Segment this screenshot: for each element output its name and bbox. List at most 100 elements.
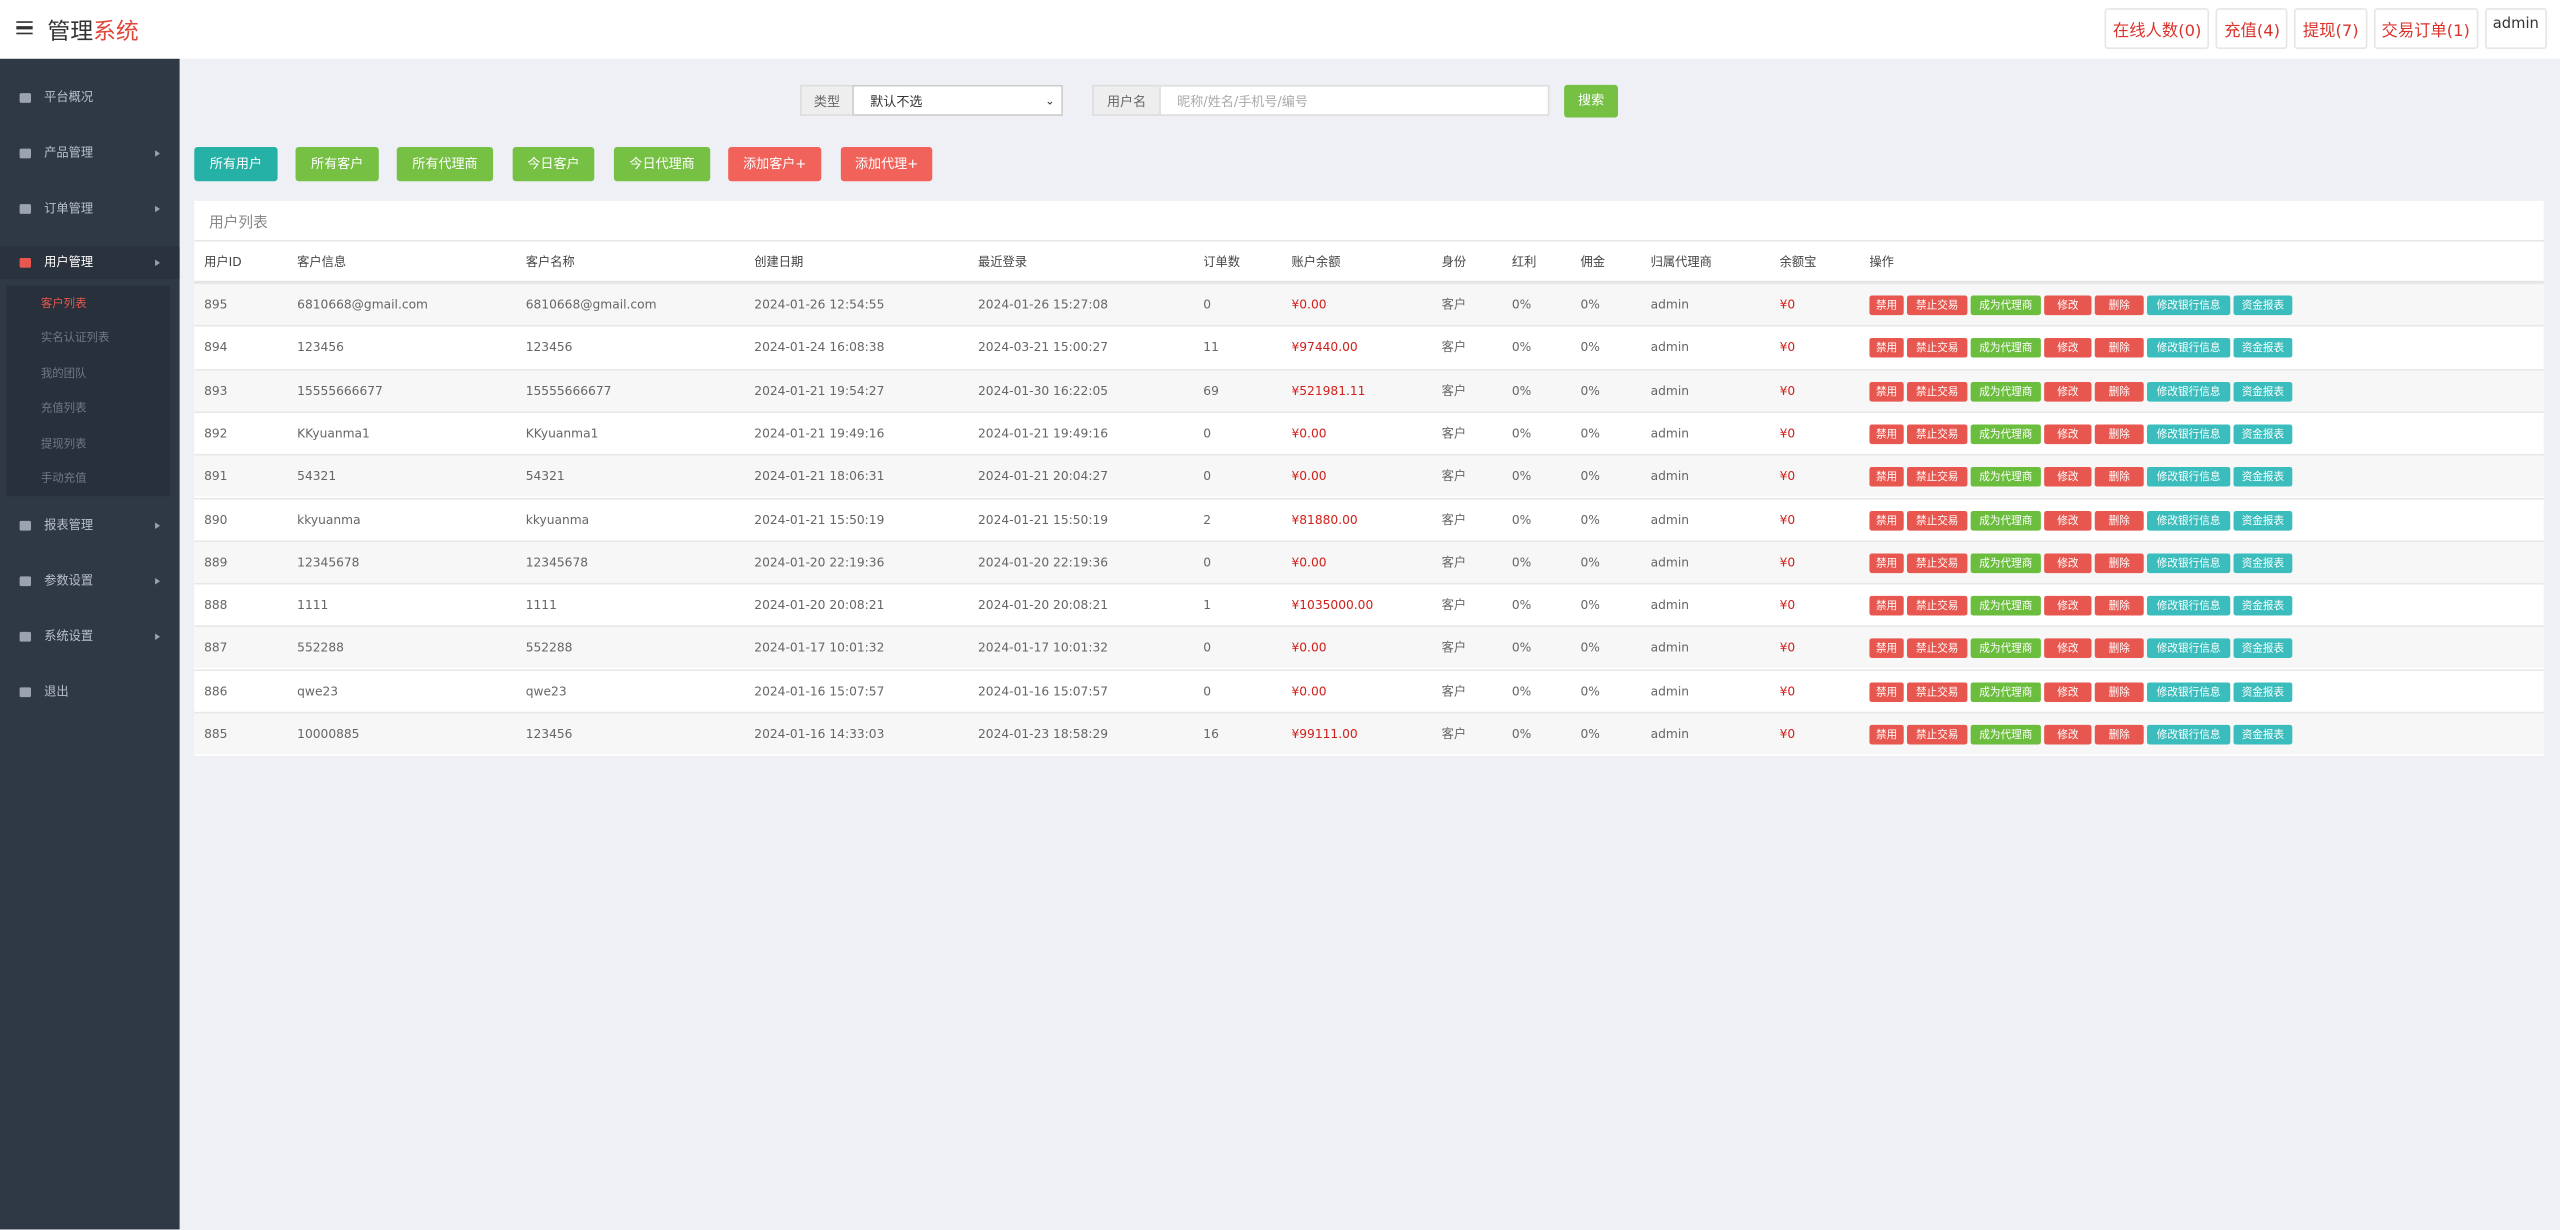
action-button[interactable]: 删除 [2094,381,2144,401]
action-button[interactable]: 资金报表 [2233,681,2293,702]
action-button[interactable]: 成为代理商 [1970,639,2041,659]
menu-item[interactable]: 产品管理 [0,137,180,170]
menu-item[interactable]: 系统设置 [0,620,180,653]
filter-button[interactable]: 添加代理+ [840,146,933,182]
action-button[interactable]: 成为代理商 [1970,596,2041,616]
action-button[interactable]: 成为代理商 [1970,381,2041,401]
action-button[interactable]: 修改银行信息 [2147,295,2231,316]
action-button[interactable]: 修改 [2044,381,2092,401]
action-button[interactable]: 资金报表 [2233,424,2293,444]
search-button[interactable]: 搜索 [1564,84,1619,118]
action-button[interactable]: 禁用 [1869,553,1904,573]
action-button[interactable]: 禁止交易 [1906,338,1968,359]
action-button[interactable]: 成为代理商 [1970,338,2041,359]
action-button[interactable]: 修改 [2044,424,2092,444]
action-button[interactable]: 成为代理商 [1970,724,2041,745]
submenu-item[interactable]: 提现列表 [40,436,87,450]
top-link[interactable]: 在线人数(0) [2104,8,2210,49]
top-link[interactable]: 提现(7) [2294,8,2367,49]
action-button[interactable]: 删除 [2094,510,2144,530]
filter-button[interactable]: 添加客户+ [728,146,822,182]
action-button[interactable]: 禁止交易 [1906,510,1968,530]
action-button[interactable]: 成为代理商 [1970,467,2041,487]
menu-item[interactable]: 参数设置 [0,565,180,598]
action-button[interactable]: 修改银行信息 [2147,553,2231,573]
action-button[interactable]: 禁止交易 [1906,295,1968,316]
action-button[interactable]: 禁用 [1869,424,1904,444]
action-button[interactable]: 资金报表 [2233,596,2293,616]
action-button[interactable]: 禁用 [1869,467,1904,487]
action-button[interactable]: 禁用 [1869,381,1904,401]
action-button[interactable]: 删除 [2094,467,2144,487]
menu-item[interactable]: 用户管理 [0,246,180,280]
action-button[interactable]: 修改银行信息 [2147,596,2231,616]
submenu-item[interactable]: 客户列表 [40,297,87,311]
action-button[interactable]: 禁止交易 [1906,639,1968,659]
action-button[interactable]: 成为代理商 [1970,510,2041,530]
action-button[interactable]: 修改银行信息 [2147,681,2231,702]
action-button[interactable]: 修改 [2044,596,2092,616]
filter-button[interactable]: 所有客户 [295,146,379,182]
action-button[interactable]: 删除 [2094,681,2144,702]
action-button[interactable]: 禁止交易 [1906,381,1968,401]
action-button[interactable]: 禁止交易 [1906,681,1968,702]
action-button[interactable]: 修改银行信息 [2147,424,2231,444]
action-button[interactable]: 资金报表 [2233,295,2293,316]
top-link[interactable]: admin [2484,8,2548,49]
menu-item[interactable]: 平台概况 [0,82,180,115]
action-button[interactable]: 修改银行信息 [2147,467,2231,487]
menu-item[interactable]: 订单管理 [0,193,180,226]
action-button[interactable]: 修改银行信息 [2147,381,2231,401]
filter-button[interactable]: 所有代理商 [396,146,494,182]
action-button[interactable]: 禁用 [1869,724,1904,745]
top-link[interactable]: 充值(4) [2216,8,2289,49]
action-button[interactable]: 删除 [2094,295,2144,316]
action-button[interactable]: 禁止交易 [1906,596,1968,616]
action-button[interactable]: 修改银行信息 [2147,510,2231,530]
action-button[interactable]: 修改 [2044,338,2092,359]
action-button[interactable]: 删除 [2094,596,2144,616]
action-button[interactable]: 禁止交易 [1906,724,1968,745]
action-button[interactable]: 资金报表 [2233,510,2293,530]
menu-item[interactable]: 退出 [0,676,180,709]
action-button[interactable]: 成为代理商 [1970,553,2041,573]
action-button[interactable]: 修改银行信息 [2147,639,2231,659]
filter-button[interactable]: 所有用户 [194,146,278,182]
action-button[interactable]: 资金报表 [2233,467,2293,487]
action-button[interactable]: 资金报表 [2233,553,2293,573]
menu-toggle[interactable] [16,21,33,35]
action-button[interactable]: 删除 [2094,338,2144,359]
action-button[interactable]: 禁用 [1869,596,1904,616]
action-button[interactable]: 修改银行信息 [2147,338,2231,359]
action-button[interactable]: 删除 [2094,724,2144,745]
action-button[interactable]: 修改 [2044,639,2092,659]
menu-item[interactable]: 报表管理 [0,509,180,542]
user-input[interactable]: 昵称/姓名/手机号/编号 [1159,84,1550,116]
action-button[interactable]: 修改 [2044,724,2092,745]
action-button[interactable]: 禁用 [1869,338,1904,359]
submenu-item[interactable]: 手动充值 [40,471,87,485]
action-button[interactable]: 禁用 [1869,510,1904,530]
action-button[interactable]: 成为代理商 [1970,424,2041,444]
action-button[interactable]: 禁止交易 [1906,424,1968,444]
action-button[interactable]: 资金报表 [2233,639,2293,659]
action-button[interactable]: 修改 [2044,510,2092,530]
top-link[interactable]: 交易订单(1) [2373,8,2479,49]
action-button[interactable]: 修改 [2044,681,2092,702]
action-button[interactable]: 删除 [2094,424,2144,444]
action-button[interactable]: 禁止交易 [1906,467,1968,487]
action-button[interactable]: 资金报表 [2233,338,2293,359]
action-button[interactable]: 禁用 [1869,295,1904,316]
action-button[interactable]: 修改 [2044,295,2092,316]
action-button[interactable]: 删除 [2094,639,2144,659]
action-button[interactable]: 资金报表 [2233,724,2293,745]
action-button[interactable]: 禁用 [1869,681,1904,702]
submenu-item[interactable]: 我的团队 [40,367,87,381]
submenu-item[interactable]: 实名认证列表 [40,332,110,346]
action-button[interactable]: 资金报表 [2233,381,2293,401]
submenu-item[interactable]: 充值列表 [40,401,87,416]
action-button[interactable]: 成为代理商 [1970,681,2041,702]
filter-button[interactable]: 今日客户 [512,146,595,182]
filter-button[interactable]: 今日代理商 [613,146,711,182]
action-button[interactable]: 修改 [2044,467,2092,487]
